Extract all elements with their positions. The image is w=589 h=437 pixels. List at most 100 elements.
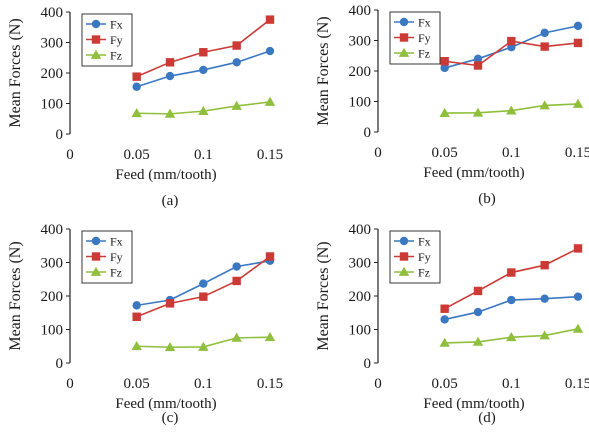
panel-3-series-fy-point (232, 276, 241, 286)
panel-2-caption: (b) (478, 191, 496, 207)
panel-1-series-fx-point (165, 71, 175, 81)
panel-2-y-tick-label: 100 (349, 95, 372, 111)
panel-4-x-axis-title: Feed (mm/tooth) (423, 396, 524, 412)
panel-2-legend-marker (399, 17, 409, 27)
panel-2-series-fz-point (572, 98, 584, 108)
panel-3-legend-marker (91, 236, 101, 246)
panel-4-legend-box (389, 230, 441, 284)
panel-2-series-fz-point (539, 100, 550, 110)
panel-4-legend-marker (399, 236, 409, 246)
panel-1-series-fz-point (131, 108, 142, 118)
panel-3-x-tick-label: 0.15 (257, 376, 283, 392)
panel-4-series-fz-point (539, 330, 550, 340)
panel-4-legend-marker (399, 252, 409, 261)
panel-3-series-fz-point (198, 341, 209, 351)
panel-4-x-tick-label: 0 (374, 376, 382, 392)
panel-4-legend-label: Fz (418, 266, 430, 280)
panel-2-x-tick-label: 0 (374, 145, 382, 161)
panel-2-series-fy-point (573, 38, 583, 48)
panel-1-x-axis-title: Feed (mm/tooth) (115, 167, 216, 183)
panel-1-y-axis-title: Mean Forces (N) (7, 18, 24, 127)
panel-4-legend-label: Fx (418, 235, 431, 249)
panel-3-series-fz-point (164, 342, 176, 352)
panel-2-legend-marker (398, 47, 410, 57)
panel-4-x-tick-label: 0.1 (502, 376, 521, 392)
panel-2: 0 100 200 300 400 0 0.05 0.1 0.15 Feed (mm/tooth)… (315, 3, 589, 207)
panel-4-caption: (d) (478, 410, 496, 426)
panel-2-series-fx-point (473, 54, 483, 63)
panel-4: 0 100 200 300 400 0 0.05 0.1 0.15 Feed (mm/tooth)… (315, 222, 589, 426)
panel-4-series-fx-point (540, 294, 549, 303)
panel-4-series-fz-point (572, 323, 584, 333)
panel-1-legend-label: Fz (110, 49, 122, 63)
panel-4-series-fy-point (540, 260, 549, 270)
panel-2-y-axis-title: Mean Forces (N) (315, 16, 332, 125)
panel-4-legend-label: Fy (418, 250, 431, 264)
panel-3-series-fz-point (131, 341, 142, 351)
panel-2-legend-marker (399, 33, 409, 42)
panel-4-y-tick-label: 400 (349, 222, 372, 238)
panel-2-series-fz-point (439, 107, 450, 117)
panel-4-y-tick-label: 100 (349, 323, 372, 339)
panel-3-series-fz-point (231, 332, 242, 342)
panel-1-y-tick-label: 400 (41, 5, 64, 21)
panel-1-legend-label: Fx (110, 18, 123, 32)
panel-1-series-fy-point (232, 41, 241, 50)
panel-1-x-tick-label: 0.15 (257, 147, 283, 163)
panel-1-y-tick-label: 200 (41, 66, 64, 82)
panel-3-series-fy-point (132, 312, 141, 321)
panel-1-x-tick-label: 0.1 (194, 147, 213, 163)
panel-3-y-axis-title: Mean Forces (N) (7, 241, 24, 350)
panel-1-y-tick-label: 0 (56, 127, 64, 143)
panel-1-series-fy-point (165, 58, 175, 67)
panel-4-x-tick-label: 0.15 (565, 376, 589, 392)
panel-4-x-tick-label: 0.05 (432, 376, 458, 392)
panel-1-series-fz-point (164, 108, 176, 118)
panel-1-y-tick-label: 300 (41, 36, 64, 52)
panel-1-x-tick-label: 0.05 (124, 147, 150, 163)
panel-2-y-tick-label: 400 (349, 3, 372, 19)
panel-4-series-fy-point (507, 268, 516, 277)
panel-4-series-fx-point (440, 315, 449, 324)
panel-3-x-tick-label: 0.05 (124, 376, 150, 392)
panel-1-series-fz-point (264, 96, 276, 106)
panel-4-series-fx-point (473, 307, 483, 317)
panel-3-y-tick-label: 400 (41, 222, 64, 238)
panel-1-y-tick-label: 100 (41, 97, 64, 113)
panel-2-series-fx-point (540, 28, 549, 38)
panel-3-x-tick-label: 0.1 (194, 376, 213, 392)
panel-3-y-tick-label: 200 (41, 289, 64, 305)
panel-3-legend-label: Fx (110, 235, 123, 249)
panel-2-series-fx-point (573, 21, 583, 31)
panel-2-series-fz-point (506, 105, 517, 115)
panel-2-series-fy-point (540, 42, 549, 51)
panel-3-caption: (c) (162, 410, 179, 426)
panel-3-legend-label: Fy (110, 250, 123, 264)
panel-1-series-fy-point (132, 72, 141, 81)
panel-2-y-tick-label: 200 (349, 64, 372, 80)
panel-2-y-tick-label: 0 (364, 125, 372, 141)
panel-3-y-tick-label: 0 (56, 356, 64, 372)
panel-2-legend-label: Fz (418, 47, 430, 61)
panel-4-series-fz-point (439, 337, 450, 347)
panel-1-legend-marker (91, 35, 101, 44)
panel-2-x-axis-title: Feed (mm/tooth) (423, 165, 524, 181)
panel-1-series-fx-point (132, 82, 141, 91)
panel-3-series-fy-point (165, 299, 175, 308)
panel-1-series-fx-point (232, 58, 241, 67)
panel-1-series-fx-point (199, 65, 208, 75)
panel-2-series-fy-point (440, 57, 449, 66)
panel-4-y-tick-label: 200 (349, 289, 372, 305)
panel-2-series-fx-point (440, 63, 449, 73)
panel-1-series-fx-point (265, 46, 275, 56)
panel-2-series-fz-point (472, 107, 484, 117)
panel-2-x-tick-label: 0.05 (432, 145, 458, 161)
panel-4-y-tick-label: 0 (364, 356, 372, 372)
panel-1-legend-label: Fy (110, 33, 123, 47)
panel-4-legend-marker (398, 266, 410, 276)
panel-3-legend-marker (91, 252, 101, 261)
panel-4-series-fy-point (473, 286, 483, 296)
panel-3-x-tick-label: 0 (66, 376, 74, 392)
